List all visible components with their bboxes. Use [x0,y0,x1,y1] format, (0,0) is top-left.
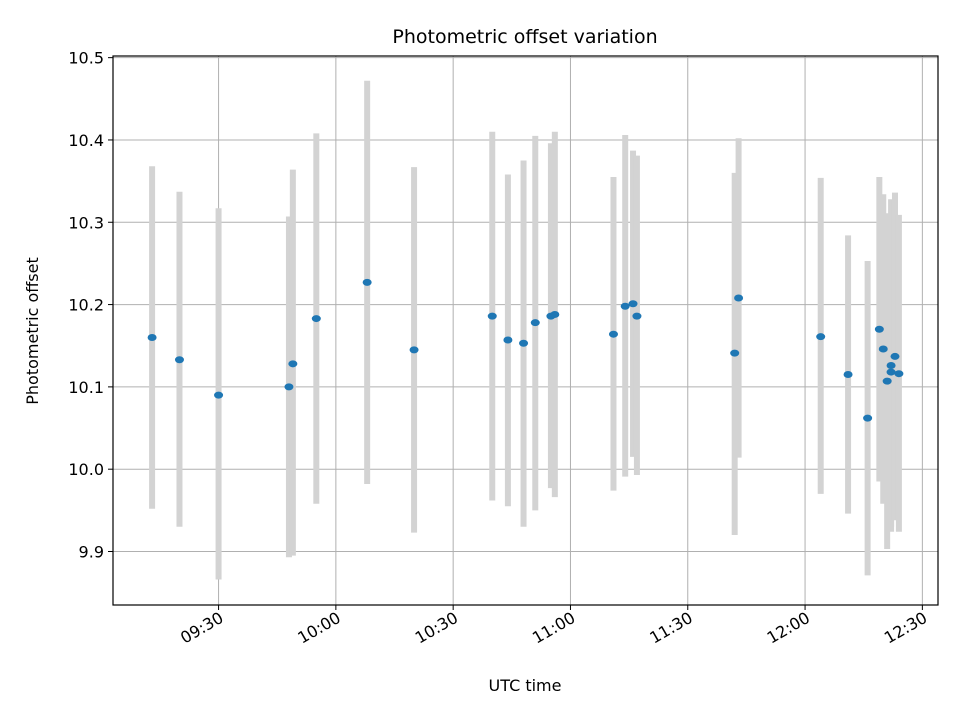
data-point [886,361,896,369]
data-point [147,333,157,341]
data-point [734,294,744,302]
data-points [147,278,904,422]
data-point [608,330,618,338]
y-tick-label: 9.9 [79,542,104,561]
y-axis-ticks: 9.9 10.0 10.1 10.2 10.3 10.4 10.5 [68,49,113,561]
y-tick-label: 10.1 [68,378,104,397]
data-point [503,336,513,344]
chart-title: Photometric offset variation [392,26,657,48]
data-point [519,339,529,347]
data-point [878,345,888,353]
data-point [874,325,884,333]
data-point [882,377,892,385]
data-point [530,319,540,327]
data-point [362,278,372,286]
data-point [550,310,560,318]
data-point [409,346,419,354]
y-axis-title: Photometric offset [23,257,42,405]
plot-frame [112,55,939,606]
data-point [288,360,298,368]
y-tick-label: 10.2 [68,296,104,315]
data-point [843,371,853,379]
y-tick-label: 10.3 [68,213,104,232]
y-tick-label: 10.0 [68,460,104,479]
data-point [890,352,900,360]
data-point [894,370,904,378]
y-tick-label: 10.5 [68,49,104,68]
data-point [174,356,184,364]
x-axis-title: UTC time [489,676,562,695]
data-point [816,333,826,341]
data-point [487,312,497,320]
data-point [311,315,321,323]
data-point [730,349,740,357]
data-point [628,300,638,308]
data-point [284,383,294,391]
data-point [214,391,224,399]
grid-lines [113,56,938,605]
y-tick-label: 10.4 [68,131,104,150]
data-point [620,302,630,310]
data-point [886,368,896,376]
data-point [863,414,873,422]
data-point [632,312,642,320]
